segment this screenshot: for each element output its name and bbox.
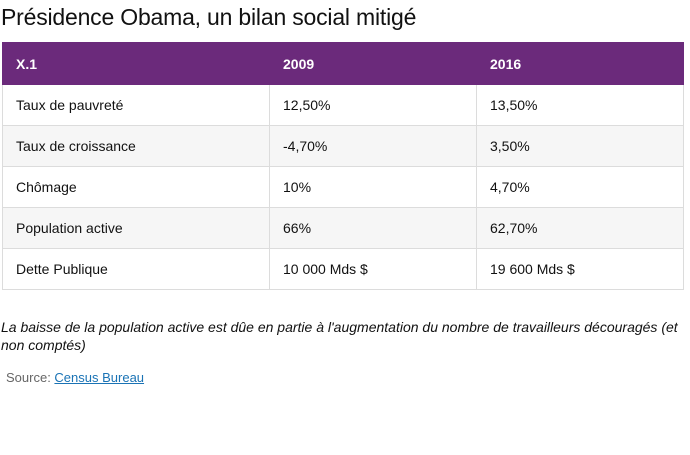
cell-2009: 10% — [269, 166, 477, 208]
cell-2016: 19 600 Mds $ — [476, 248, 684, 290]
row-label: Taux de pauvreté — [2, 84, 270, 126]
source-line: Source: Census Bureau — [6, 370, 144, 385]
table-row: Population active 66% 62,70% — [2, 207, 684, 249]
row-label: Taux de croissance — [2, 125, 270, 167]
row-label: Dette Publique — [2, 248, 270, 290]
cell-2016: 13,50% — [476, 84, 684, 126]
cell-2016: 3,50% — [476, 125, 684, 167]
table-header-row: X.1 2009 2016 — [2, 42, 684, 85]
table-body: Taux de pauvreté 12,50% 13,50% Taux de c… — [2, 84, 684, 290]
chart-title: Présidence Obama, un bilan social mitigé — [1, 4, 417, 30]
source-prefix: Source: — [6, 370, 55, 385]
cell-2009: 66% — [269, 207, 477, 249]
cell-2009: 12,50% — [269, 84, 477, 126]
table-header: X.1 2009 2016 — [2, 42, 684, 85]
table-row: Chômage 10% 4,70% — [2, 166, 684, 208]
cell-2016: 62,70% — [476, 207, 684, 249]
row-label: Population active — [2, 207, 270, 249]
row-label: Chômage — [2, 166, 270, 208]
column-header-label: X.1 — [2, 42, 270, 85]
column-header-2009: 2009 — [269, 42, 477, 85]
data-table: X.1 2009 2016 Taux de pauvreté 12,50% 13… — [2, 42, 684, 290]
source-link[interactable]: Census Bureau — [54, 370, 145, 385]
footnote: La baisse de la population active est dû… — [1, 319, 678, 353]
cell-2009: 10 000 Mds $ — [269, 248, 477, 290]
table-row: Taux de croissance -4,70% 3,50% — [2, 125, 684, 167]
column-header-2016: 2016 — [476, 42, 684, 85]
cell-2009: -4,70% — [269, 125, 477, 167]
cell-2016: 4,70% — [476, 166, 684, 208]
table-row: Taux de pauvreté 12,50% 13,50% — [2, 84, 684, 126]
table-row: Dette Publique 10 000 Mds $ 19 600 Mds $ — [2, 248, 684, 290]
